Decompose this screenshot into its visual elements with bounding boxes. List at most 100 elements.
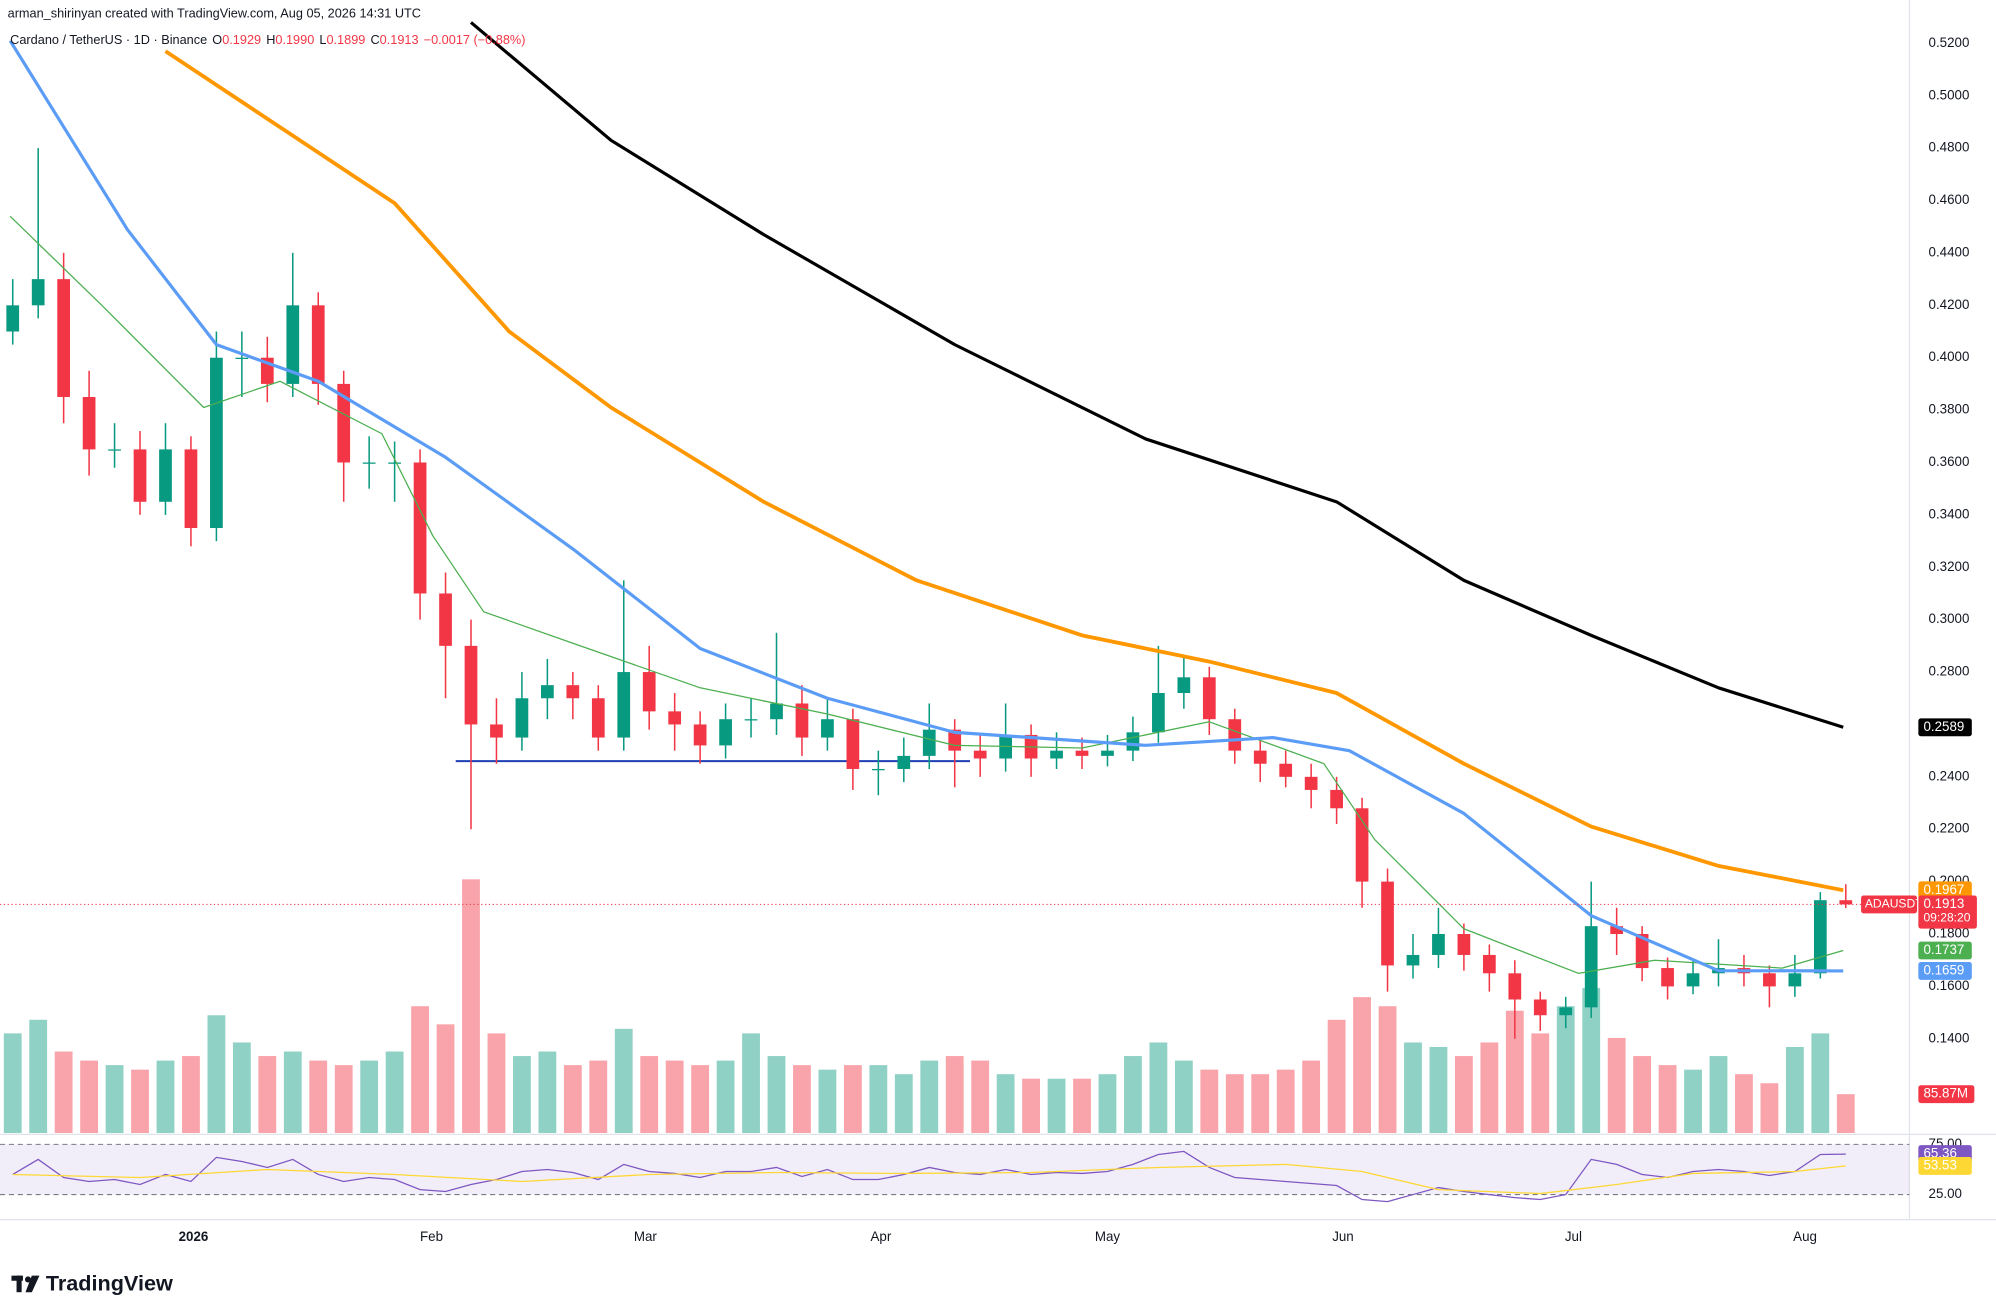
volume-bar	[563, 1065, 582, 1134]
moving-average	[164, 49, 1844, 893]
volume-bar	[1124, 1056, 1142, 1134]
ohlc-key: L	[319, 32, 326, 47]
candle-body	[1635, 934, 1649, 969]
y-tick-label: 0.5000	[1929, 87, 1970, 102]
rsi-value-label: 65.36	[1923, 1146, 1956, 1161]
ma-value-box	[1918, 962, 1972, 980]
candle-body	[1050, 750, 1063, 759]
candle-body	[566, 685, 580, 699]
candle-body	[159, 449, 172, 502]
rsi-tick-label: 25.00	[1929, 1186, 1962, 1201]
volume-bar	[1735, 1074, 1753, 1134]
volume-bar	[1225, 1074, 1244, 1134]
volume-bar	[131, 1069, 149, 1134]
candle-body	[1304, 776, 1318, 790]
volume-bar	[1276, 1069, 1295, 1134]
rsi-ma-value-box	[1918, 1157, 1972, 1175]
y-tick-label: 0.4000	[1929, 349, 1970, 364]
candle-body	[464, 645, 478, 725]
volume-bar	[665, 1060, 684, 1134]
volume-bar	[920, 1060, 939, 1134]
volume-bar	[538, 1051, 557, 1134]
moving-average	[469, 21, 1844, 729]
volume-bar	[1327, 1019, 1346, 1134]
y-tick-label: 0.3600	[1929, 454, 1970, 469]
candle-body	[1355, 808, 1369, 882]
y-tick-label: 0.4600	[1929, 192, 1970, 207]
volume-bar	[258, 1056, 277, 1134]
y-tick-label: 0.4200	[1929, 297, 1970, 312]
volume-bar	[360, 1060, 379, 1134]
candle-body	[1482, 954, 1496, 974]
volume-bar	[1556, 1006, 1575, 1134]
candle-body	[490, 724, 503, 738]
volume-box	[1918, 1085, 1975, 1104]
countdown-label: 09:28:20	[1923, 911, 1970, 925]
candle-body	[235, 357, 249, 359]
x-tick-label: Aug	[1793, 1229, 1817, 1244]
ma-value-box	[1918, 718, 1972, 737]
x-tick-label: May	[1095, 1229, 1121, 1244]
candle-body	[1202, 677, 1216, 720]
ohlc-key: H	[266, 32, 275, 47]
moving-average	[8, 39, 1844, 973]
symbol: Cardano / TetherUS · 1D · Binance	[10, 32, 207, 47]
volume-bar	[996, 1074, 1015, 1134]
ohlc-value: 0.1913	[380, 32, 419, 47]
candle-body	[1228, 719, 1242, 751]
ohlc-value: 0.1929	[222, 32, 261, 47]
candle-body	[795, 703, 809, 738]
volume-bar	[54, 1051, 73, 1134]
volume-bar	[1353, 997, 1371, 1134]
volume-bar	[1633, 1056, 1652, 1134]
candle-body	[973, 750, 987, 759]
volume-bar	[767, 1056, 786, 1134]
candle-body	[413, 462, 427, 594]
volume-bar	[1836, 1094, 1855, 1134]
ma-value-box	[1918, 881, 1972, 900]
candle-body	[1559, 1007, 1573, 1016]
logo-stem	[16, 1275, 22, 1293]
candle-body	[1406, 954, 1420, 966]
volume-bar	[80, 1060, 99, 1134]
volume-bar	[29, 1019, 48, 1134]
volume-bar	[1811, 1033, 1830, 1134]
volume-bar	[589, 1060, 608, 1134]
volume-bar	[385, 1051, 404, 1134]
volume-bar	[1098, 1074, 1117, 1134]
volume-bar	[691, 1065, 710, 1134]
volume-bar	[436, 1024, 455, 1134]
y-tick-label: 0.2800	[1929, 664, 1970, 679]
candle-body	[82, 397, 96, 450]
y-tick-label: 0.2400	[1929, 768, 1970, 783]
rsi-ma	[12, 1163, 1846, 1195]
volume-bar	[309, 1060, 328, 1134]
candle-body	[897, 755, 911, 769]
candle-body	[1432, 934, 1445, 955]
volume-bar	[1607, 1037, 1626, 1134]
volume-bar	[1582, 988, 1601, 1134]
candle-body	[1661, 968, 1674, 987]
candle-body	[1279, 763, 1293, 777]
y-tick-label: 0.1600	[1929, 978, 1970, 993]
axes: 0.14000.16000.18000.20000.22000.24000.26…	[179, 35, 1977, 1244]
candle-body	[744, 719, 758, 721]
candle-body	[57, 279, 71, 398]
volume-bar	[1047, 1078, 1066, 1134]
candle-body	[1813, 900, 1827, 974]
candle-body	[1788, 973, 1802, 987]
volume-bar	[1022, 1078, 1041, 1134]
candle-body	[31, 279, 45, 306]
ma-value-box	[1918, 941, 1972, 960]
rsi-pane	[0, 1143, 1910, 1203]
candle-body	[286, 305, 300, 384]
volume-bar	[1200, 1069, 1219, 1134]
rsi-ma-value-label: 53.53	[1923, 1157, 1956, 1172]
volume-bar	[1174, 1060, 1193, 1134]
x-tick-label: Jul	[1565, 1229, 1582, 1244]
volume-bar	[182, 1056, 200, 1134]
candle-body	[922, 729, 936, 756]
